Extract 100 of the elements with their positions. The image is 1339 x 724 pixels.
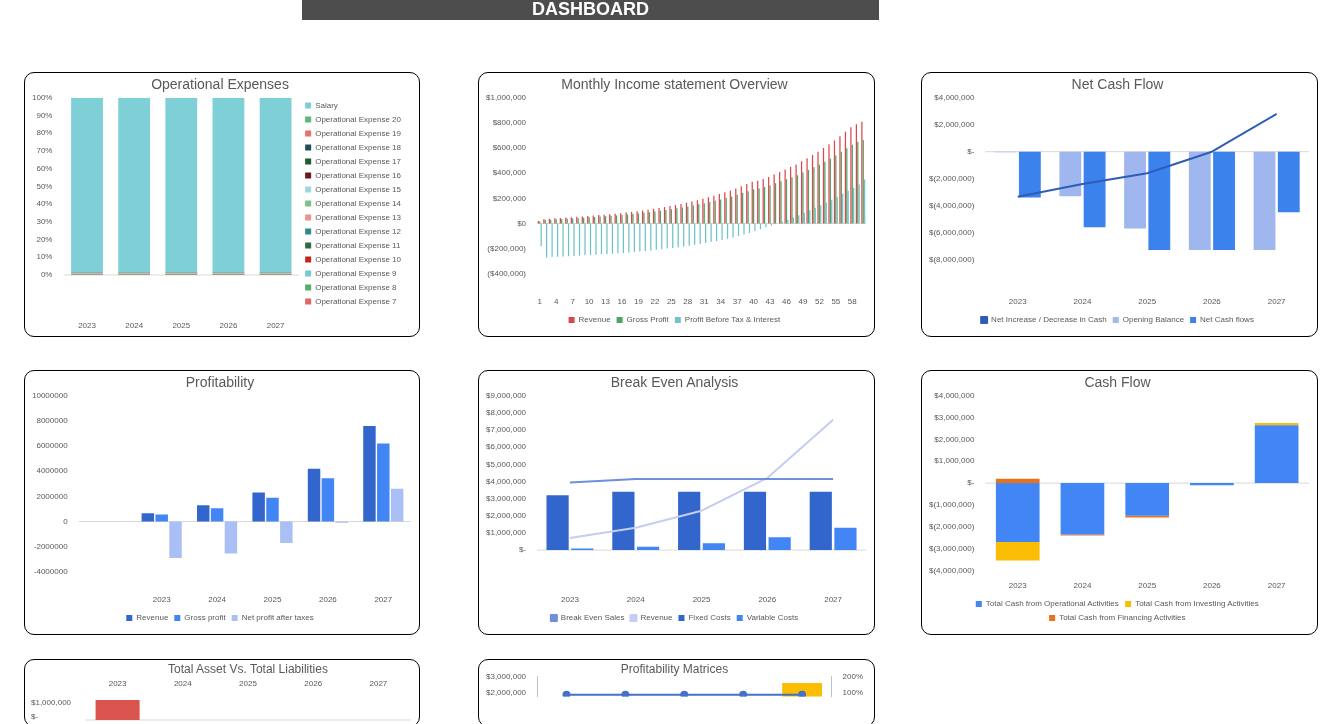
- y-tick-label: $5,000,000: [485, 459, 527, 469]
- x-tick-label: 55: [831, 297, 841, 307]
- y-tick-label: $(2,000,000): [928, 521, 975, 531]
- x-tick-label: 2027: [369, 679, 388, 689]
- x-tick-label: 2024: [208, 595, 227, 605]
- y-tick-label: 8000000: [36, 416, 69, 426]
- y-tick-label: ($400,000): [487, 269, 527, 279]
- legend-label: Operational Expense 12: [315, 226, 402, 236]
- y-tick-label: $1,000,000: [485, 93, 527, 102]
- x-tick-label: 2026: [304, 679, 323, 689]
- legend-label: Operational Expense 15: [315, 184, 402, 194]
- y-tick-label: 20%: [36, 234, 53, 244]
- legend-label: Gross profit: [184, 613, 227, 623]
- y-tick-label: $4,000,000: [934, 93, 975, 102]
- legend-label: Total Cash from Investing Activities: [1135, 599, 1259, 609]
- y-tick-label: $3,000,000: [485, 493, 527, 503]
- y-tick-label: $2,000,000: [485, 511, 527, 521]
- y-tick-label: 6000000: [36, 441, 69, 451]
- y-tick-label: $200,000: [492, 193, 527, 203]
- chart-title: Cash Flow: [1084, 374, 1152, 391]
- legend-label: Fixed Costs: [688, 613, 731, 623]
- legend-label: Total Cash from Financing Activities: [1059, 613, 1186, 623]
- legend-label: Operational Expense 14: [315, 198, 402, 208]
- y-tick-label: $600,000: [492, 143, 527, 153]
- x-tick-label: 28: [683, 297, 693, 307]
- x-tick-label: 13: [601, 297, 611, 307]
- y-tick-label: $9,000,000: [485, 391, 527, 400]
- y-tick-label: $1,000,000: [934, 456, 975, 466]
- y-tick-label: $3,000,000: [934, 412, 975, 422]
- x-tick-label: 2023: [1008, 297, 1028, 307]
- x-tick-label: 2023: [108, 679, 128, 689]
- y-tick-label: $(3,000,000): [928, 543, 975, 553]
- legend-label: Operational Expense 18: [315, 142, 402, 152]
- x-tick-label: 43: [765, 297, 776, 307]
- y-tick-label: 80%: [36, 128, 53, 138]
- y-tick-label: $(2,000,000): [928, 173, 975, 183]
- legend-label: Break Even Sales: [560, 613, 625, 623]
- y-tick-label: 60%: [36, 163, 53, 173]
- x-tick-label: 2025: [1138, 581, 1157, 591]
- x-tick-label: 2024: [125, 321, 144, 331]
- y-tick-label: -2000000: [33, 541, 69, 551]
- y-tick-label: $400,000: [492, 168, 527, 178]
- y2-tick-label: 100%: [842, 688, 864, 698]
- chart-title: Profitability Matrices: [620, 661, 729, 676]
- legend-label: Operational Expense 16: [315, 170, 402, 180]
- chart-title: Profitability: [185, 374, 255, 391]
- y-tick-label: $(8,000,000): [928, 254, 975, 264]
- chart-title: Net Cash Flow: [1071, 76, 1165, 93]
- x-tick-label: 1: [537, 297, 543, 307]
- y-tick-label: $2,000,000: [934, 119, 975, 129]
- x-tick-label: 2023: [152, 595, 172, 605]
- x-tick-label: 16: [617, 297, 628, 307]
- x-tick-label: 2026: [319, 595, 338, 605]
- x-tick-label: 46: [782, 297, 792, 307]
- legend-label: Salary: [315, 100, 338, 110]
- y-tick-label: 100%: [31, 93, 53, 102]
- y-tick-label: 70%: [36, 146, 53, 156]
- y-tick-label: $1,000,000: [485, 528, 527, 538]
- legend-label: Revenue: [136, 613, 169, 623]
- chart-title: Total Asset Vs. Total Liabilities: [168, 661, 328, 676]
- text: DASHBOARD: [532, 0, 649, 20]
- x-tick-label: 2027: [374, 595, 393, 605]
- legend-label: Variable Costs: [746, 613, 799, 623]
- y-tick-label: 50%: [36, 181, 53, 191]
- legend-label: Net profit after taxes: [241, 613, 314, 623]
- x-tick-label: 2026: [1203, 297, 1222, 307]
- x-tick-label: 52: [814, 297, 825, 307]
- x-tick-label: 2025: [692, 595, 711, 605]
- y-tick-label: $2,000,000: [485, 688, 527, 698]
- legend-label: Profit Before Tax & Interest: [684, 315, 782, 325]
- x-tick-label: 2025: [239, 679, 258, 689]
- legend-label: Operational Expense 11: [315, 240, 401, 250]
- x-tick-label: 31: [699, 297, 710, 307]
- x-tick-label: 22: [650, 297, 660, 307]
- y-tick-label: 0: [63, 516, 69, 526]
- legend-label: Operational Expense 19: [315, 128, 402, 138]
- legend-label: Operational Expense 8: [315, 282, 398, 292]
- y-tick-label: 40%: [36, 199, 53, 209]
- x-tick-label: 10: [584, 297, 595, 307]
- y-tick-label: ($200,000): [487, 243, 527, 253]
- x-tick-label: 2023: [78, 321, 97, 331]
- x-tick-label: 2024: [1073, 297, 1092, 307]
- x-tick-label: 40: [749, 297, 759, 307]
- x-tick-label: 19: [634, 297, 644, 307]
- legend-label: Operational Expense 13: [315, 212, 402, 222]
- x-tick-label: 2025: [1138, 297, 1157, 307]
- y-tick-label: $0: [517, 218, 527, 228]
- legend-label: Operational Expense 10: [315, 254, 402, 264]
- x-tick-label: 2026: [219, 321, 238, 331]
- y-tick-label: $-: [967, 478, 975, 488]
- chart-title: Operational Expenses: [151, 76, 289, 93]
- x-tick-label: 2027: [266, 321, 286, 331]
- y-tick-label: $2,000,000: [934, 434, 975, 444]
- y-tick-label: $800,000: [492, 118, 527, 128]
- y-tick-label: $7,000,000: [485, 425, 527, 435]
- x-tick-label: 2025: [263, 595, 282, 605]
- x-tick-label: 2026: [758, 595, 777, 605]
- y-tick-label: 0%: [40, 270, 53, 280]
- y-tick-label: $(4,000,000): [928, 200, 975, 210]
- y-tick-label: 90%: [36, 110, 53, 120]
